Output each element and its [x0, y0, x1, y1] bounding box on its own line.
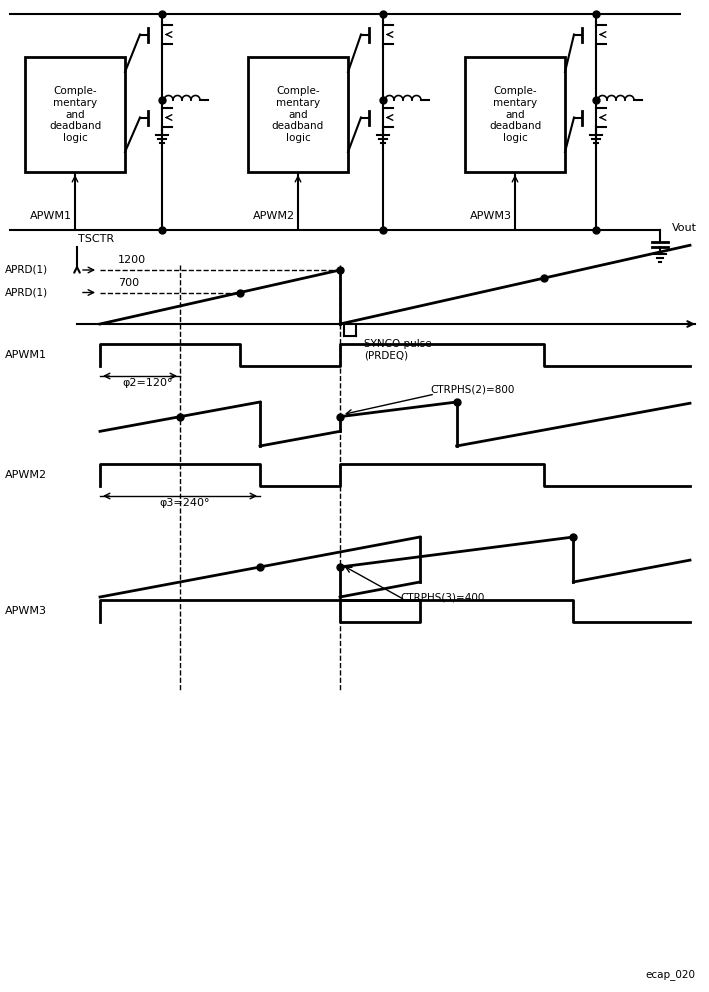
Text: Comple-
mentary
and
deadband
logic: Comple- mentary and deadband logic: [272, 86, 324, 143]
Text: SYNCO pulse
(PRDEQ): SYNCO pulse (PRDEQ): [364, 339, 432, 361]
Text: TSCTR: TSCTR: [78, 234, 114, 244]
Text: APRD(1): APRD(1): [5, 265, 48, 275]
Text: 700: 700: [118, 279, 139, 289]
Bar: [25, 57, 125, 172]
Text: APWM2: APWM2: [5, 470, 47, 480]
Text: ecap_020: ecap_020: [645, 969, 695, 980]
Text: Comple-
mentary
and
deadband
logic: Comple- mentary and deadband logic: [489, 86, 541, 143]
Text: APWM3: APWM3: [5, 606, 47, 616]
Text: CTRPHS(2)=800: CTRPHS(2)=800: [430, 385, 514, 395]
Text: APWM1: APWM1: [5, 350, 47, 360]
Text: CTRPHS(3)=400: CTRPHS(3)=400: [400, 592, 484, 602]
Bar: [248, 57, 348, 172]
Text: APWM1: APWM1: [30, 211, 72, 221]
Text: φ3=240°: φ3=240°: [160, 498, 211, 508]
Text: APWM2: APWM2: [253, 211, 295, 221]
Text: 1200: 1200: [118, 255, 146, 265]
Text: Comple-
mentary
and
deadband
logic: Comple- mentary and deadband logic: [49, 86, 101, 143]
Text: Vout: Vout: [672, 223, 697, 233]
Text: APRD(1): APRD(1): [5, 288, 48, 298]
Text: φ2=120°: φ2=120°: [123, 378, 173, 388]
Bar: [465, 57, 565, 172]
Text: APWM3: APWM3: [470, 211, 512, 221]
